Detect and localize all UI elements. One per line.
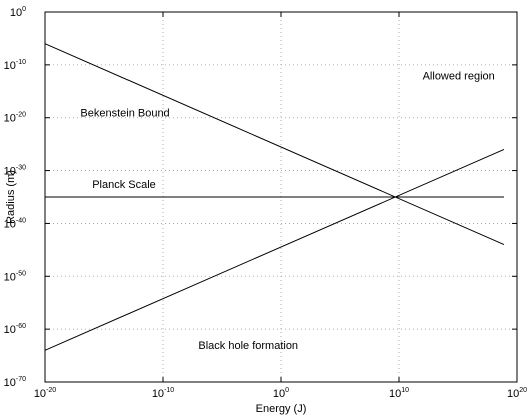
- y-tick-label: 100: [10, 6, 26, 19]
- y-tick-label: 10-50: [4, 270, 26, 283]
- annotation-label: Planck Scale: [92, 179, 156, 191]
- y-axis-label: Radius (m): [5, 170, 17, 224]
- series-line: [44, 148, 505, 351]
- x-tick-label: 1010: [389, 387, 409, 400]
- tick-layer: 10-20 10-10 100 1010 1020 10-70 10-60 10-50 10-4…: [4, 6, 527, 400]
- y-tick-label: 10-40: [4, 217, 26, 230]
- x-tick-label: 100: [273, 387, 289, 400]
- y-tick-label: 10-30: [4, 165, 26, 178]
- series-layer: [44, 43, 505, 351]
- x-axis-label: Energy (J): [256, 403, 307, 415]
- annotation-label: Black hole formation: [198, 340, 298, 352]
- y-tick-label: 10-60: [4, 323, 26, 336]
- annotation-label: Allowed region: [423, 70, 495, 82]
- y-tick-label: 10-20: [4, 112, 26, 125]
- annotation-label: Bekenstein Bound: [80, 107, 169, 119]
- y-tick-label: 10-10: [4, 59, 26, 72]
- x-tick-label: 10-10: [152, 387, 174, 400]
- x-tick-label: 1020: [507, 387, 527, 400]
- series-line: [44, 43, 505, 246]
- x-tick-label: 10-20: [34, 387, 56, 400]
- annotation-layer: Allowed region Bekenstein Bound Planck Sca…: [80, 70, 494, 352]
- y-tick-label: 10-70: [4, 376, 26, 389]
